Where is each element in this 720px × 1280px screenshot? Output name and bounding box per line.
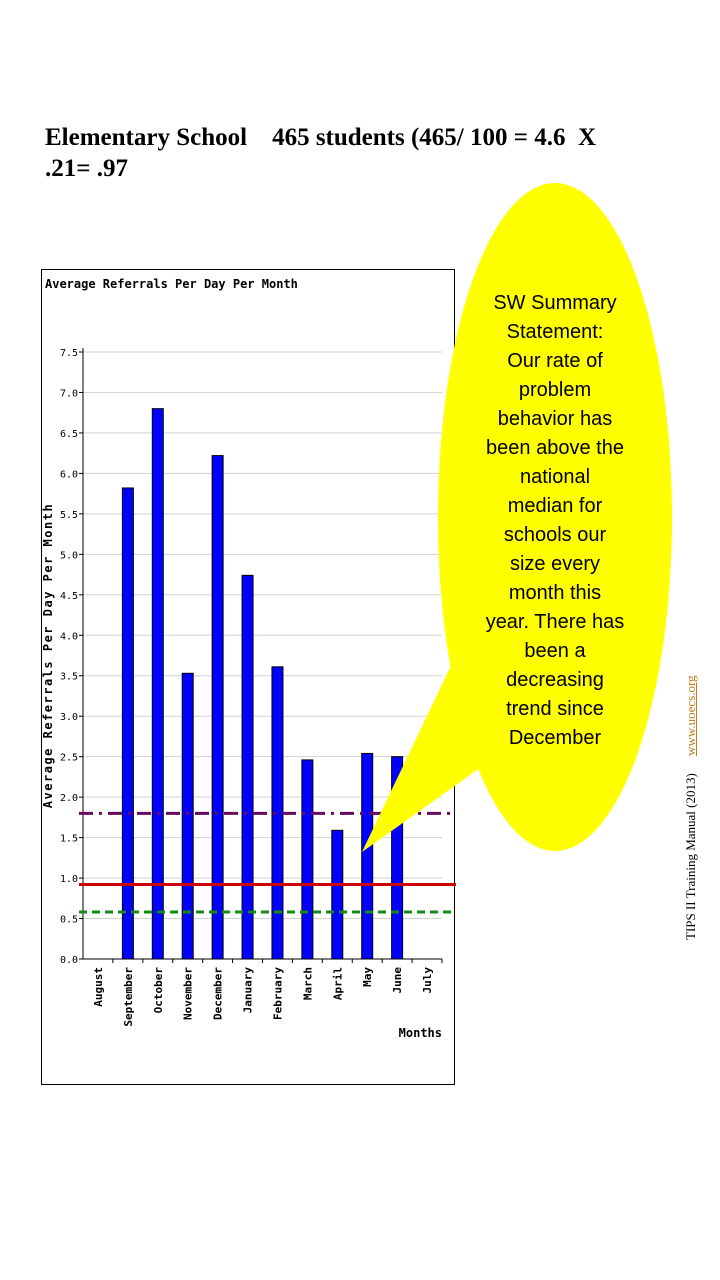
callout-line: size every: [509, 553, 601, 575]
x-tick-label: December: [212, 967, 225, 1020]
y-tick-label: 2.5: [60, 753, 78, 764]
x-tick-label: April: [331, 967, 344, 1000]
side-note-link[interactable]: www.uoecs.org: [683, 675, 698, 756]
bar-june: [391, 756, 404, 960]
y-tick-label: 4.0: [60, 631, 78, 642]
callout-line: been above the: [486, 437, 624, 459]
side-note: TIPS II Training Manual (2013) www.uoecs…: [683, 675, 699, 940]
bar-september: [121, 487, 134, 960]
callout-line: month this: [508, 582, 602, 604]
x-tick-label: August: [92, 967, 105, 1007]
y-tick-label: 3.5: [60, 672, 78, 683]
heading-line-2: .21= .97: [45, 155, 128, 182]
y-tick-label: 0.0: [60, 955, 78, 966]
y-tick-label: 2.0: [60, 793, 78, 804]
y-tick-label: 0.5: [60, 915, 78, 926]
x-tick-label: November: [182, 967, 195, 1020]
bar-october: [151, 408, 164, 960]
bar-january: [241, 574, 254, 960]
y-tick-label: 6.0: [60, 469, 78, 480]
callout-line: been a: [524, 640, 586, 662]
y-tick-label: 6.5: [60, 429, 78, 440]
y-tick-label: 1.5: [60, 834, 78, 845]
callout-line: trend since: [506, 698, 604, 720]
y-tick-label: 3.0: [60, 712, 78, 723]
callout-line: December: [508, 727, 602, 749]
callout-line: Our rate of: [507, 350, 603, 372]
callout-line: decreasing: [506, 669, 604, 691]
y-axis-label: Average Referrals Per Day Per Month: [42, 503, 55, 808]
bar-november: [181, 672, 194, 960]
chart-svg: Average Referrals Per Day Per Month 0.0 0.…: [42, 277, 456, 1040]
slide-heading: Elementary School 465 students (465/ 100…: [45, 122, 655, 184]
x-tick-label: February: [271, 967, 284, 1020]
referrals-chart: Average Referrals Per Day Per Month 0.0 0.…: [41, 269, 456, 1085]
bar-april: [331, 829, 344, 960]
x-tick-label: January: [242, 967, 255, 1014]
y-tick-label: 4.5: [60, 591, 78, 602]
x-tick-label: June: [391, 967, 404, 994]
heading-line-1: Elementary School 465 students (465/ 100…: [45, 124, 597, 151]
callout-line: SW Summary: [493, 292, 617, 314]
callout-line: schools our: [503, 524, 607, 546]
x-tick-label: March: [301, 967, 314, 1000]
y-tick-label: 5.0: [60, 550, 78, 561]
bar-december: [211, 455, 224, 960]
y-tick-label: 1.0: [60, 874, 78, 885]
x-tick-label: October: [152, 967, 165, 1014]
x-tick-label: May: [361, 967, 374, 987]
y-tick-label: 7.5: [60, 348, 78, 359]
callout-line: national: [519, 466, 591, 488]
callout-line: Statement:: [506, 321, 604, 343]
y-tick-label: 5.5: [60, 510, 78, 521]
callout-line: median for: [507, 495, 603, 517]
bar-march: [301, 759, 314, 960]
callout-line: problem: [518, 379, 592, 401]
callout-line: year. There has: [485, 611, 625, 633]
x-axis-label: Months: [399, 1026, 442, 1040]
y-tick-label: 7.0: [60, 388, 78, 399]
callout-line: behavior has: [497, 408, 613, 430]
x-tick-label: July: [421, 967, 434, 994]
side-note-text: TIPS II Training Manual (2013): [683, 773, 698, 940]
callout-text: SW Summary Statement: Our rate of problem be…: [474, 289, 636, 753]
chart-title: Average Referrals Per Day Per Month: [45, 277, 298, 291]
bar-may: [361, 752, 374, 960]
x-tick-label: September: [122, 967, 135, 1027]
